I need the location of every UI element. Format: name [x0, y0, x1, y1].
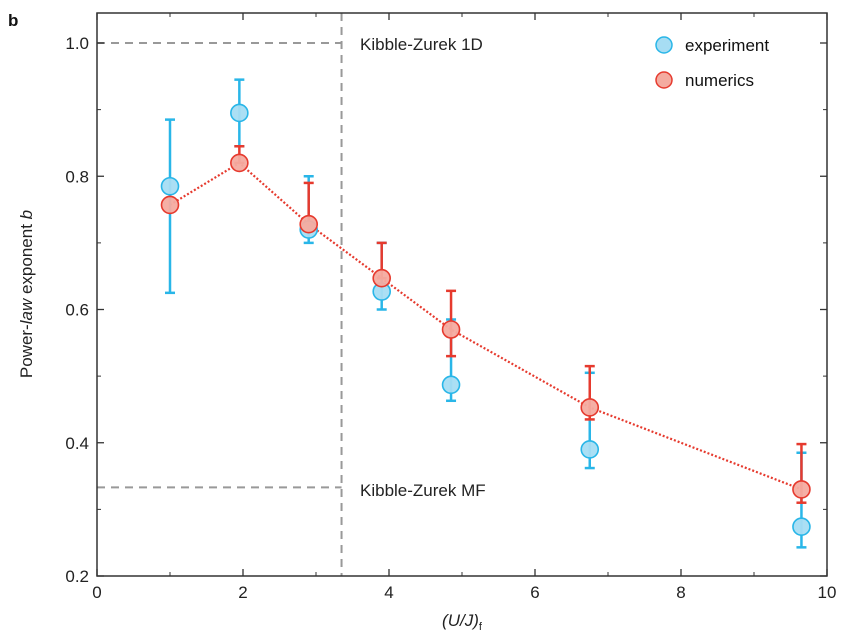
x-tick-label: 10 — [818, 583, 837, 602]
y-axis-label: Power-law exponent b — [17, 210, 36, 378]
data-point-experiment — [162, 178, 179, 195]
legend-marker-experiment — [656, 37, 672, 53]
data-point-numerics — [300, 216, 317, 233]
y-tick-label: 0.8 — [65, 167, 89, 186]
x-axis-label: (U/J)f — [442, 611, 483, 633]
data-point-numerics — [793, 481, 810, 498]
annotation-kibble-zurek-mf: Kibble-Zurek MF — [360, 481, 486, 500]
x-tick-label: 0 — [92, 583, 101, 602]
x-tick-label: 2 — [238, 583, 247, 602]
data-point-numerics — [231, 154, 248, 171]
data-point-numerics — [162, 196, 179, 213]
panel-label: b — [8, 11, 18, 30]
legend-marker-numerics — [656, 72, 672, 88]
data-point-experiment — [231, 104, 248, 121]
data-point-numerics — [373, 270, 390, 287]
data-point-experiment — [793, 518, 810, 535]
data-point-experiment — [581, 441, 598, 458]
legend: experiment numerics — [656, 36, 769, 90]
annotation-kibble-zurek-1d: Kibble-Zurek 1D — [360, 35, 483, 54]
data-point-experiment — [443, 376, 460, 393]
series-layer — [162, 80, 810, 548]
y-tick-label: 1.0 — [65, 34, 89, 53]
y-tick-label: 0.4 — [65, 434, 89, 453]
reference-lines — [97, 13, 342, 576]
y-tick-label: 0.2 — [65, 567, 89, 586]
data-point-numerics — [581, 399, 598, 416]
x-tick-label: 4 — [384, 583, 393, 602]
x-tick-label: 6 — [530, 583, 539, 602]
data-point-numerics — [443, 321, 460, 338]
legend-label-numerics: numerics — [685, 71, 754, 90]
x-tick-label: 8 — [676, 583, 685, 602]
legend-label-experiment: experiment — [685, 36, 769, 55]
y-tick-label: 0.6 — [65, 301, 89, 320]
series-line-numerics — [170, 163, 801, 489]
